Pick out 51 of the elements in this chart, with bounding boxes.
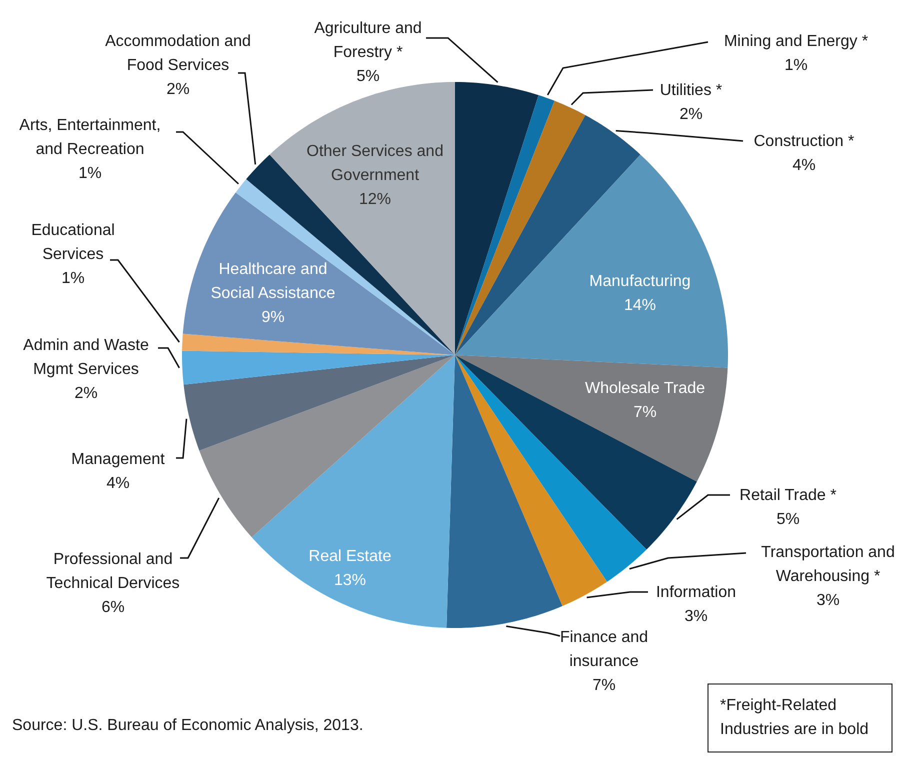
data-label: 12% (358, 191, 392, 208)
pie-slice (446, 355, 562, 628)
data-label: 3% (684, 608, 708, 625)
slice-label: Mining and Energy * (724, 33, 868, 50)
data-label: 9% (261, 309, 285, 326)
slice-label: Professional and Technical Dervices (46, 551, 180, 592)
slice-label: Other Services and Government (306, 143, 444, 184)
pie-slice (252, 355, 455, 628)
slice-label: Construction * (754, 133, 854, 150)
slice-label: Admin and Waste Mgmt Services (23, 337, 149, 378)
data-label: 4% (792, 157, 816, 174)
data-label: 4% (106, 475, 130, 492)
text: *Freight-Related Industries are in bold (720, 697, 869, 738)
slice-label: Retail Trade * (740, 487, 836, 504)
data-label: 1% (78, 165, 102, 182)
pie-slice (455, 100, 586, 355)
pie-slice (184, 355, 455, 451)
data-label: 7% (633, 404, 657, 421)
data-label: 2% (166, 81, 190, 98)
pie-slice (182, 334, 455, 355)
data-label: 7% (592, 677, 616, 694)
slice-label: Information (656, 584, 736, 601)
pie-slice (182, 192, 455, 355)
slice-label: Accommodation and Food Services (105, 33, 251, 74)
data-label: 1% (784, 57, 808, 74)
slice-label: Transportation and Warehousing * (761, 544, 895, 585)
slice-label: Healthcare and Social Assistance (210, 261, 336, 302)
pie-slice (455, 154, 728, 368)
data-label: 13% (334, 572, 366, 589)
pie-slice (455, 355, 728, 482)
data-label: 5% (356, 68, 380, 85)
data-label: 1% (61, 270, 85, 287)
data-label: 2% (679, 106, 703, 123)
source-note: Source: U.S. Bureau of Economic Analysis, 2013. (12, 717, 364, 734)
pie-slice (199, 355, 455, 538)
slice-label: Finance and insurance (560, 629, 648, 670)
data-label: 6% (101, 599, 125, 616)
slice-label: Educational Services (31, 222, 115, 263)
slice-label: Agriculture and Forestry * (314, 20, 422, 61)
slice-label: Manufacturing (589, 273, 691, 290)
slice-label: Management (71, 451, 166, 468)
slice-label: Arts, Entertainment, and Recreation (19, 117, 161, 158)
pie-slice (455, 95, 555, 355)
slice-label: Real Estate (308, 548, 392, 565)
slice-label: Wholesale Trade (584, 380, 706, 397)
pie-slice (182, 350, 455, 385)
data-label: 3% (816, 592, 840, 609)
data-label: 5% (776, 511, 800, 528)
data-label: 14% (624, 297, 656, 314)
slice-label: Utilities * (660, 82, 722, 99)
data-label: 2% (74, 385, 98, 402)
